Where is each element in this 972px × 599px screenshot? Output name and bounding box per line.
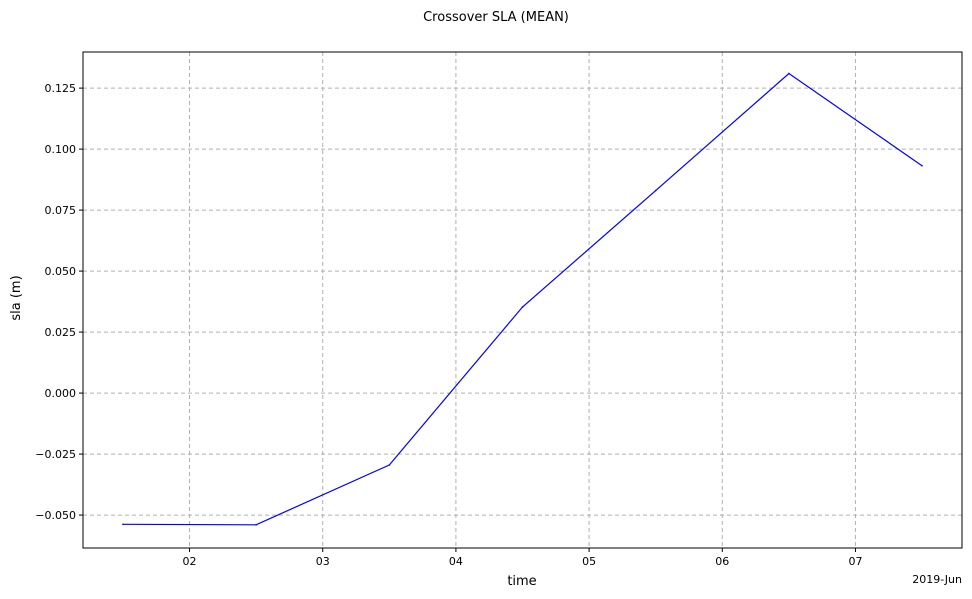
x-tick-label: 03 [316, 555, 330, 568]
data-point [122, 523, 124, 526]
plot-area-frame [82, 51, 963, 549]
x-axis: 02 03 04 05 06 07 [183, 548, 862, 568]
y-tick-label: 0.025 [45, 326, 77, 339]
data-point [654, 189, 657, 192]
y-tick-label: 0.050 [45, 265, 77, 278]
x-tick-label: 04 [449, 555, 463, 568]
data-point [921, 164, 923, 167]
x-axis-offset-label: 2019-Jun [912, 573, 962, 586]
x-tick-label: 05 [582, 555, 596, 568]
y-tick-label: −0.025 [35, 448, 76, 461]
x-tick-label: 07 [848, 555, 862, 568]
y-tick-label: 0.075 [45, 204, 77, 217]
y-tick-label: 0.000 [45, 387, 77, 400]
series-layer [122, 72, 923, 526]
y-axis: −0.050 −0.025 0.000 0.025 0.050 0.075 0.100 0.1… [35, 82, 83, 522]
x-axis-label: time [507, 574, 536, 589]
x-tick-label: 02 [183, 555, 197, 568]
x-tick-label: 06 [715, 555, 729, 568]
data-point [388, 464, 391, 466]
grid [83, 52, 962, 548]
data-point [255, 524, 257, 526]
y-tick-label: −0.050 [35, 509, 76, 522]
y-tick-label: 0.100 [45, 143, 77, 156]
data-point [521, 306, 524, 308]
series-line [122, 72, 923, 526]
y-tick-label: 0.125 [45, 82, 77, 95]
chart-title: Crossover SLA (MEAN) [423, 10, 569, 25]
y-axis-label: sla (m) [9, 275, 24, 320]
data-point [788, 72, 790, 75]
